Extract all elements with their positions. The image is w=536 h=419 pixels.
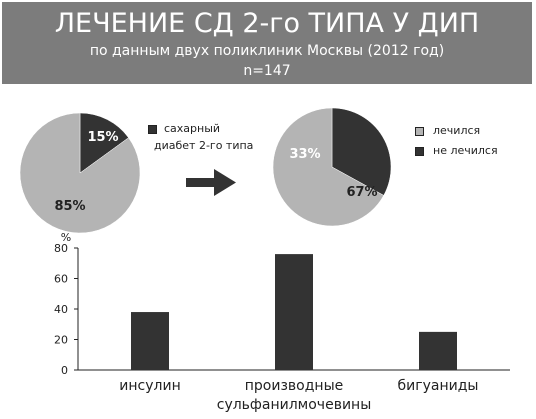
legend-swatch-dark [415,147,424,156]
page-subtitle: по данным двух поликлиник Москвы (2012 г… [89,43,445,59]
pie-chart-diabetes-share: 15% 85% [19,112,141,234]
bar [131,312,169,370]
legend-swatch-dark [148,125,157,134]
pie-slice-label: 67% [346,185,377,200]
pie-slice [272,107,385,227]
x-tick-label: бигуаниды [398,378,479,394]
pie1-legend-line2: диабет 2-го типа [154,139,254,152]
pie-chart-treatment-share: 33% 67% [272,107,392,227]
bar [419,331,457,370]
bar [275,254,313,370]
x-tick-label: производные [245,378,343,394]
y-tick-label: 20 [54,334,68,347]
pie-slice [79,112,129,174]
y-tick-label: 0 [61,364,68,377]
bar-chart-treatment-types: 0 20 40 60 80% инсулин производные сульфанилмоч… [54,231,510,413]
y-tick-label: 80 [54,242,68,255]
pie1-legend-line1: сахарный [164,122,221,135]
page-title: ЛЕЧЕНИЕ СД 2-го ТИПА У ДИП [54,8,480,39]
y-tick-label: 60 [54,273,68,286]
x-tick-label: сульфанилмочевины [217,397,372,413]
right-arrow-icon [186,169,236,196]
pie2-legend-untreated: не лечился [433,144,498,157]
y-tick-label: 40 [54,303,68,316]
pie-slice-label: 33% [289,147,320,162]
sample-size: n=147 [243,63,291,79]
x-tick-label: инсулин [119,378,180,394]
legend-swatch-light [415,127,424,136]
pie-slice [331,107,392,196]
pie-slice-label: 85% [54,199,85,214]
pie-slice [19,112,141,234]
title-banner: ЛЕЧЕНИЕ СД 2-го ТИПА У ДИП по данным дву… [2,2,532,84]
y-axis-label: % [61,231,71,244]
pie2-legend-treated: лечился [433,124,481,137]
pie-slice-label: 15% [87,130,118,145]
